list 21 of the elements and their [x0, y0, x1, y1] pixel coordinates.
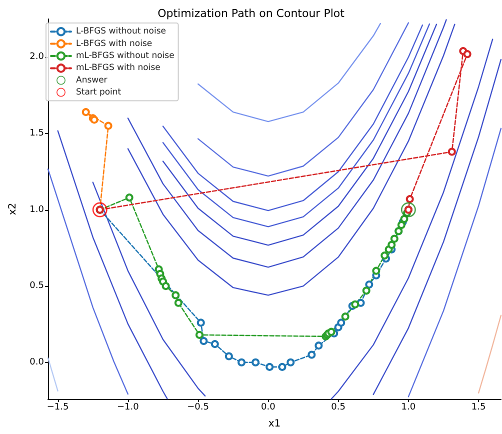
y-tick-label: 2.0 — [30, 52, 44, 62]
chart-title: Optimization Path on Contour Plot — [158, 7, 346, 20]
legend-label: mL-BFGS with noise — [76, 63, 160, 74]
x-tick-label: −0.5 — [187, 402, 209, 412]
x-tick-label: 0.5 — [331, 402, 346, 412]
legend-label: mL-BFGS without noise — [76, 51, 174, 61]
x-tick-label: 1.5 — [471, 402, 486, 412]
x-tick-label: 0.0 — [261, 402, 276, 412]
legend-label: L-BFGS with noise — [76, 38, 152, 49]
legend-label: L-BFGS without noise — [76, 26, 166, 37]
y-tick-label: 1.5 — [30, 128, 44, 138]
legend-label: Start point — [76, 87, 122, 98]
x-axis-title: x1 — [268, 418, 281, 430]
y-axis-title: x2 — [8, 202, 18, 216]
x-tick-label: −1.0 — [117, 402, 140, 412]
x-tick-label: −1.5 — [46, 402, 69, 412]
x-tick-label: 1.0 — [401, 402, 416, 412]
legend-label: Answer — [76, 75, 108, 86]
y-tick-label: 0.0 — [30, 357, 44, 368]
y-tick-label: 0.5 — [30, 281, 44, 292]
y-tick-label: 1.0 — [30, 204, 44, 215]
